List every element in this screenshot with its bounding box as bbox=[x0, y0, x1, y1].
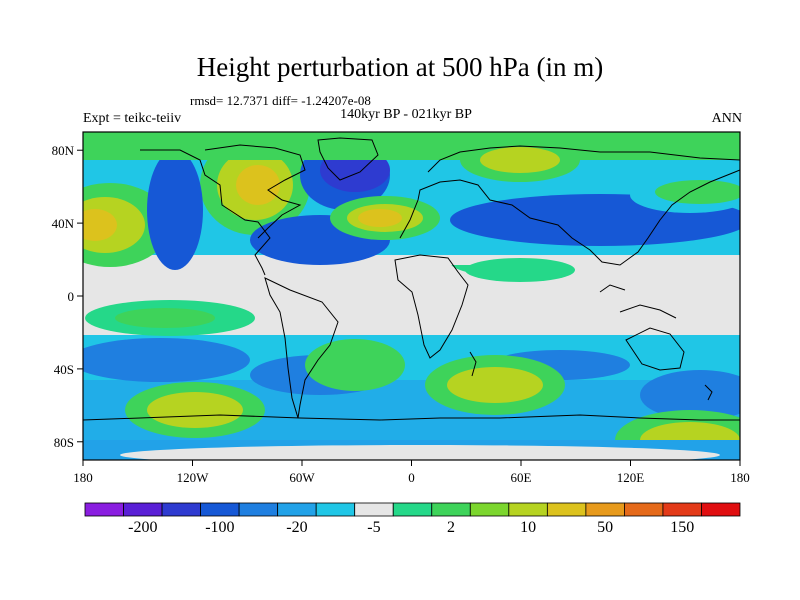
colorbar-swatch bbox=[123, 502, 163, 517]
colorbar-swatch bbox=[469, 502, 510, 517]
colorbar-swatch bbox=[161, 502, 201, 517]
season-label: ANN bbox=[711, 111, 742, 126]
axis-ticks: 180 120W 60W 0 60E 120E 180 80N 40N 0 40S 80S bbox=[52, 143, 750, 485]
colorbar-label: 50 bbox=[597, 519, 613, 536]
colorbar-swatch bbox=[84, 502, 124, 517]
colorbar-swatch bbox=[662, 502, 702, 517]
colorbar-label: -20 bbox=[286, 519, 307, 536]
x-tick-label: 120E bbox=[617, 470, 645, 485]
colorbar-swatch bbox=[392, 502, 433, 517]
x-tick-label: 60E bbox=[511, 470, 532, 485]
colorbar-swatch bbox=[315, 502, 356, 517]
colorbar-swatch bbox=[546, 502, 587, 517]
x-tick-label: 180 bbox=[730, 470, 750, 485]
colorbar-label: -200 bbox=[128, 519, 157, 536]
x-tick-label: 0 bbox=[408, 470, 415, 485]
colorbar-swatch bbox=[585, 502, 625, 517]
x-tick-label: 180 bbox=[73, 470, 93, 485]
colorbar-swatch bbox=[508, 502, 548, 517]
experiment-label: Expt = teikc-teiiv bbox=[83, 111, 182, 126]
x-tick-label: 60W bbox=[289, 470, 315, 485]
colorbar-label: 2 bbox=[447, 519, 455, 536]
colorbar: -200 -100 -20 -5 2 10 50 150 bbox=[84, 502, 741, 536]
colorbar-swatch bbox=[624, 502, 664, 517]
y-tick-label: 40N bbox=[52, 216, 75, 231]
colorbar-swatch bbox=[431, 502, 471, 517]
y-tick-label: 0 bbox=[68, 289, 75, 304]
colorbar-swatch bbox=[701, 502, 741, 517]
y-tick-label: 80S bbox=[54, 435, 74, 450]
colorbar-swatch bbox=[238, 502, 279, 517]
colorbar-swatch bbox=[354, 502, 394, 517]
figure-title: Height perturbation at 500 hPa (in m) bbox=[196, 52, 604, 82]
stats-line: rmsd= 12.7371 diff= -1.24207e-08 bbox=[190, 93, 371, 108]
colorbar-label: 150 bbox=[670, 519, 694, 536]
coastlines bbox=[83, 137, 740, 421]
colorbar-swatch bbox=[277, 502, 317, 517]
colorbar-label: -5 bbox=[367, 519, 380, 536]
colorbar-label: 10 bbox=[520, 519, 536, 536]
height-field bbox=[83, 132, 740, 460]
y-tick-label: 80N bbox=[52, 143, 75, 158]
period-label: 140kyr BP - 021kyr BP bbox=[340, 107, 472, 122]
x-tick-label: 120W bbox=[177, 470, 210, 485]
y-tick-label: 40S bbox=[54, 362, 74, 377]
colorbar-label: -100 bbox=[205, 519, 234, 536]
colorbar-swatch bbox=[200, 502, 240, 517]
